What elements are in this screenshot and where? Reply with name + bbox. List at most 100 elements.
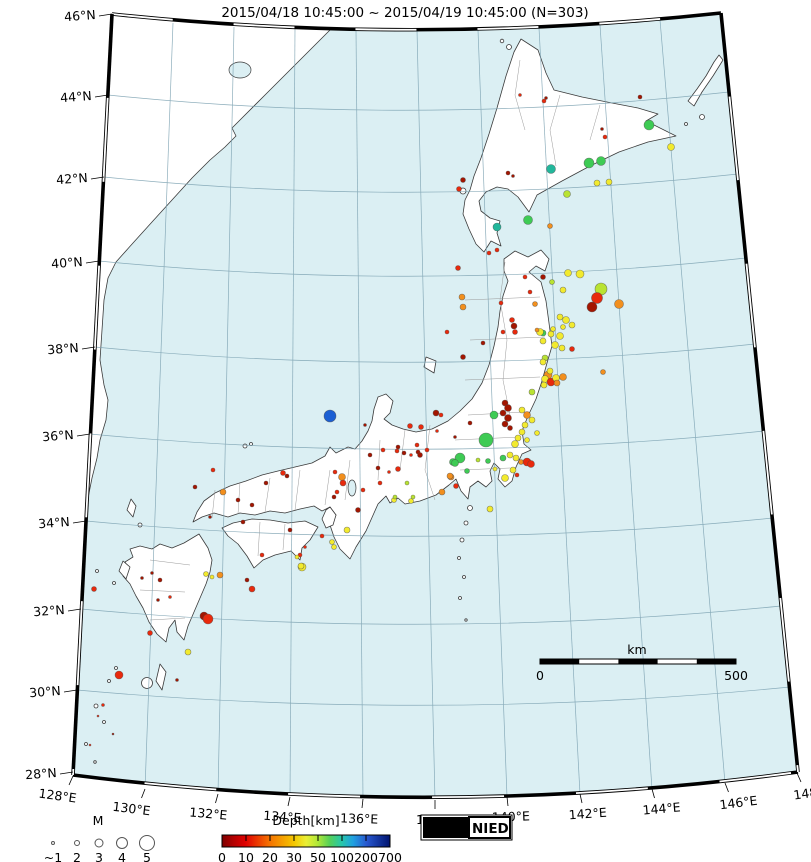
earthquake-dot (168, 595, 172, 599)
kunashiri-island (687, 54, 724, 107)
logo-net-text: -net (444, 825, 462, 835)
earthquake-dot (528, 388, 536, 396)
depth-legend: Depth[km] 0 10 20 30 50 100 200 700 (218, 813, 402, 862)
earthquake-dot (192, 484, 198, 490)
magnitude-legend-circle (74, 840, 80, 846)
izu-island (467, 505, 473, 511)
earthquake-dot (563, 190, 571, 198)
earthquake-dot (438, 488, 446, 496)
earthquake-dot (464, 468, 470, 474)
latitude-label: 38°N (47, 340, 79, 357)
earthquake-dot (518, 406, 526, 414)
earthquake-dot (284, 473, 290, 479)
ryukyu-islet (93, 760, 97, 764)
earthquake-dot (485, 458, 491, 464)
tanegashima-island (155, 663, 167, 691)
longitude-tick (215, 793, 219, 804)
earthquake-dot (546, 367, 554, 375)
scale-bar-unit: km (627, 642, 646, 657)
earthquake-dot (568, 321, 576, 329)
earthquake-points (88, 93, 769, 747)
logo-hinet-box (423, 817, 469, 838)
earthquake-dot (667, 143, 675, 151)
depth-tick-label: 100 (330, 850, 354, 862)
awaji-island (321, 506, 337, 529)
earthquake-dot (331, 544, 337, 550)
earthquake-dot (453, 435, 457, 439)
earthquake-dot (367, 452, 373, 458)
latitude-label: 30°N (29, 683, 61, 700)
earthquake-dot (763, 118, 769, 124)
earthquake-dot (501, 474, 509, 482)
longitude-label: 128°E (38, 785, 78, 805)
earthquake-dot (395, 466, 401, 472)
earthquake-dot (424, 447, 430, 453)
earthquake-dot (514, 472, 520, 478)
magnitude-legend-value: 5 (143, 850, 151, 862)
earthquake-dot (527, 460, 535, 468)
earthquake-dot (409, 453, 413, 457)
earthquake-dot (527, 289, 533, 295)
earthquake-dot (492, 466, 498, 472)
earthquake-dot (240, 519, 246, 525)
ryukyu-islet (102, 720, 106, 724)
earthquake-dot (208, 515, 212, 519)
earthquake-dot (499, 454, 507, 462)
earthquake-dot (323, 409, 337, 423)
earthquake-dot (600, 127, 604, 131)
scale-bar: km 0 500 (536, 642, 748, 683)
depth-tick-label: 0 (218, 850, 226, 862)
earthquake-dot (498, 300, 504, 306)
earthquake-dot (418, 424, 424, 430)
latitude-tick (63, 689, 78, 693)
oki-islet (249, 442, 253, 446)
latitude-label: 36°N (42, 427, 74, 444)
goto-islet (95, 569, 99, 573)
earthquake-dot (575, 269, 585, 279)
earthquake-dot (480, 340, 486, 346)
earthquake-dot (546, 164, 556, 174)
earthquake-dot (492, 222, 502, 232)
earthquake-dot (556, 313, 564, 321)
earthquake-dot (547, 223, 553, 229)
earthquake-dot (532, 301, 538, 307)
ryukyu-islet (93, 703, 99, 709)
earthquake-dot (541, 98, 547, 104)
earthquake-dot (539, 358, 547, 366)
earthquake-dot (175, 678, 179, 682)
lake-biwa (347, 479, 357, 497)
longitude-label: 148°E (793, 782, 811, 802)
earthquake-dot (332, 469, 338, 475)
ryukyu-islet (107, 679, 111, 683)
depth-colorbar (221, 834, 391, 848)
earthquake-dot (410, 494, 416, 500)
earthquake-dot (591, 292, 603, 304)
earthquake-dot (583, 157, 595, 169)
logo-nied-text: NIED (472, 821, 509, 837)
depth-legend-title: Depth[km] (272, 813, 339, 828)
earthquake-dot (395, 444, 401, 450)
earthquake-dot (551, 341, 559, 349)
earthquake-dot (319, 533, 325, 539)
earthquake-dot (499, 409, 507, 417)
latitude-label: 34°N (38, 514, 70, 531)
earthquake-dot (150, 571, 154, 575)
latitude-tick (85, 260, 100, 264)
magnitude-legend-value: ~1 (44, 850, 62, 862)
earthquake-dot (593, 179, 601, 187)
earthquake-dot (509, 466, 517, 474)
earthquake-dot (534, 430, 540, 436)
tsushima-island (126, 498, 137, 518)
earthquake-dot (560, 324, 566, 330)
earthquake-dot (417, 452, 423, 458)
earthquake-dot (553, 379, 561, 387)
magnitude-legend-circle (51, 841, 55, 845)
earthquake-dot (88, 743, 92, 747)
magnitude-legend-value: 4 (118, 850, 126, 862)
goto-islands (118, 560, 131, 580)
longitude-label: 142°E (568, 805, 607, 823)
earthquake-dot (210, 467, 216, 473)
magnitude-legend-value: 2 (73, 850, 81, 862)
kyushu-island (122, 533, 213, 643)
